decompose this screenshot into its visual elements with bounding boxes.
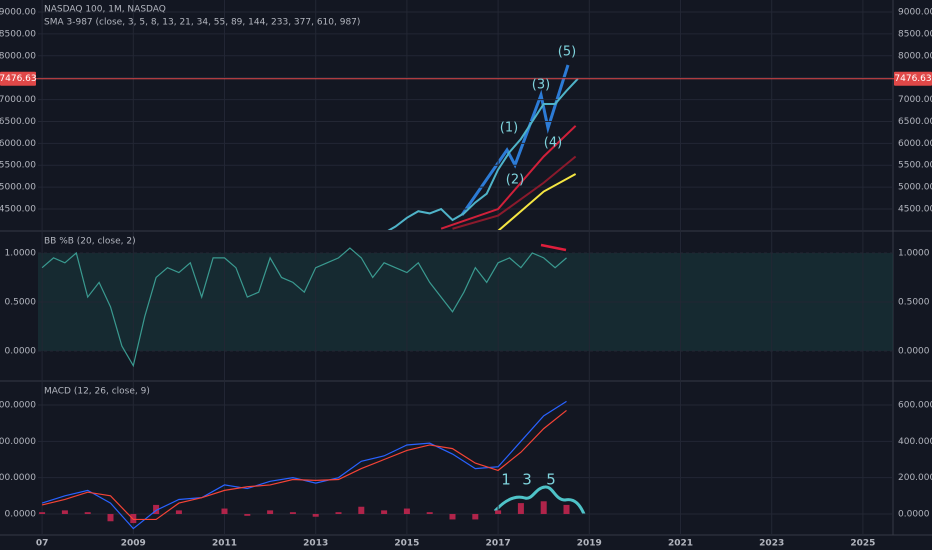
y-tick-label: 4500.00 — [0, 205, 36, 215]
y-tick-label: 8000.00 — [0, 51, 36, 61]
last-price-badge — [0, 71, 36, 86]
histogram-bar — [540, 501, 547, 514]
y-tick-label: 600.0000 — [0, 400, 36, 410]
histogram-bar — [563, 504, 570, 514]
y-tick-label: 400.0000 — [898, 437, 932, 447]
annotation: 3 — [522, 471, 532, 489]
y-tick-label: 4500.00 — [898, 205, 932, 215]
last-price-label: 7476.63 — [894, 74, 931, 84]
histogram-bar — [289, 512, 296, 514]
y-tick-label: 5000.00 — [0, 183, 36, 193]
y-tick-label: 9000.00 — [0, 7, 36, 17]
y-tick-label: 6500.00 — [0, 117, 36, 127]
pane-subtitle: SMA 3-987 (close, 3, 5, 8, 13, 21, 34, 5… — [44, 18, 360, 28]
x-tick-label: 2009 — [121, 539, 146, 549]
series-line — [440, 125, 577, 230]
x-tick-label: 2025 — [850, 539, 875, 549]
histogram-bar — [449, 513, 456, 520]
histogram-bar — [244, 513, 251, 516]
y-tick-label: 1.0000 — [898, 248, 930, 258]
pane — [38, 232, 893, 380]
pane-title: MACD (12, 26, close, 9) — [44, 387, 150, 397]
y-tick-label: 9000.00 — [898, 7, 932, 17]
histogram-bar — [312, 513, 319, 517]
series-line — [452, 155, 577, 230]
y-tick-label: 200.0000 — [898, 473, 932, 483]
histogram-bar — [267, 510, 274, 514]
histogram-bar — [61, 510, 68, 514]
y-tick-label: 8000.00 — [898, 51, 932, 61]
drawn-wave — [493, 485, 586, 515]
x-tick-label: 2015 — [394, 539, 419, 549]
annotation: (3) — [532, 78, 550, 93]
last-price-label: 7476.63 — [0, 74, 37, 84]
histogram-bar — [358, 506, 365, 514]
pane-title: BB %B (20, close, 2) — [44, 237, 136, 247]
series-line — [41, 409, 567, 521]
annotation: 1 — [501, 471, 511, 489]
y-tick-label: 600.0000 — [898, 400, 932, 410]
x-tick-label: 07 — [36, 539, 49, 549]
x-tick-label: 2011 — [212, 539, 237, 549]
histogram-bar — [175, 510, 182, 514]
y-tick-label: 5500.00 — [0, 161, 36, 171]
y-tick-label: 0.0000 — [5, 509, 37, 519]
series-line — [387, 78, 579, 230]
y-tick-label: 5000.00 — [898, 183, 932, 193]
y-tick-label: 200.0000 — [0, 473, 36, 483]
drawn-wave-count — [460, 64, 570, 216]
y-tick-label: 400.0000 — [0, 437, 36, 447]
x-tick-label: 2017 — [486, 539, 511, 549]
drawn-trendline — [540, 243, 567, 252]
y-tick-label: 7000.00 — [0, 95, 36, 105]
histogram-bar — [39, 512, 46, 514]
y-tick-label: 8500.00 — [0, 29, 36, 39]
y-tick-label: 6000.00 — [0, 139, 36, 149]
y-tick-label: 6000.00 — [898, 139, 932, 149]
series-line — [41, 247, 567, 368]
pane — [38, 382, 893, 535]
y-tick-label: 8500.00 — [898, 29, 932, 39]
histogram-bar — [335, 512, 342, 514]
x-tick-label: 2021 — [668, 539, 693, 549]
pane — [38, 0, 893, 230]
annotation: (4) — [544, 136, 562, 151]
annotation: (2) — [506, 173, 524, 188]
histogram-bar — [495, 510, 502, 514]
y-tick-label: 1.0000 — [5, 248, 37, 258]
histogram-bar — [153, 504, 160, 514]
last-price-badge — [894, 71, 932, 86]
y-tick-label: 5500.00 — [898, 161, 932, 171]
x-tick-label: 2019 — [577, 539, 602, 549]
histogram-bar — [472, 513, 479, 520]
histogram-bar — [221, 508, 228, 514]
y-tick-label: 0.5000 — [898, 297, 930, 307]
y-tick-label: 6500.00 — [898, 117, 932, 127]
annotation: 5 — [546, 471, 556, 489]
histogram-bar — [381, 510, 388, 514]
histogram-bar — [426, 512, 433, 514]
histogram-bar — [84, 512, 91, 514]
y-tick-label: 0.5000 — [5, 297, 37, 307]
series-line — [497, 173, 577, 230]
y-tick-label: 0.0000 — [898, 346, 930, 356]
annotation: (1) — [500, 121, 518, 136]
histogram-bar — [130, 513, 137, 524]
y-tick-label: 0.0000 — [898, 509, 930, 519]
y-tick-label: 7000.00 — [898, 95, 932, 105]
y-tick-label: 0.0000 — [5, 346, 37, 356]
histogram-bar — [107, 513, 114, 522]
x-tick-label: 2023 — [759, 539, 784, 549]
x-tick-label: 2013 — [303, 539, 328, 549]
histogram-bar — [403, 508, 410, 514]
annotation: (5) — [558, 45, 576, 60]
pane-title: NASDAQ 100, 1M, NASDAQ — [44, 5, 166, 15]
histogram-bar — [517, 503, 524, 514]
